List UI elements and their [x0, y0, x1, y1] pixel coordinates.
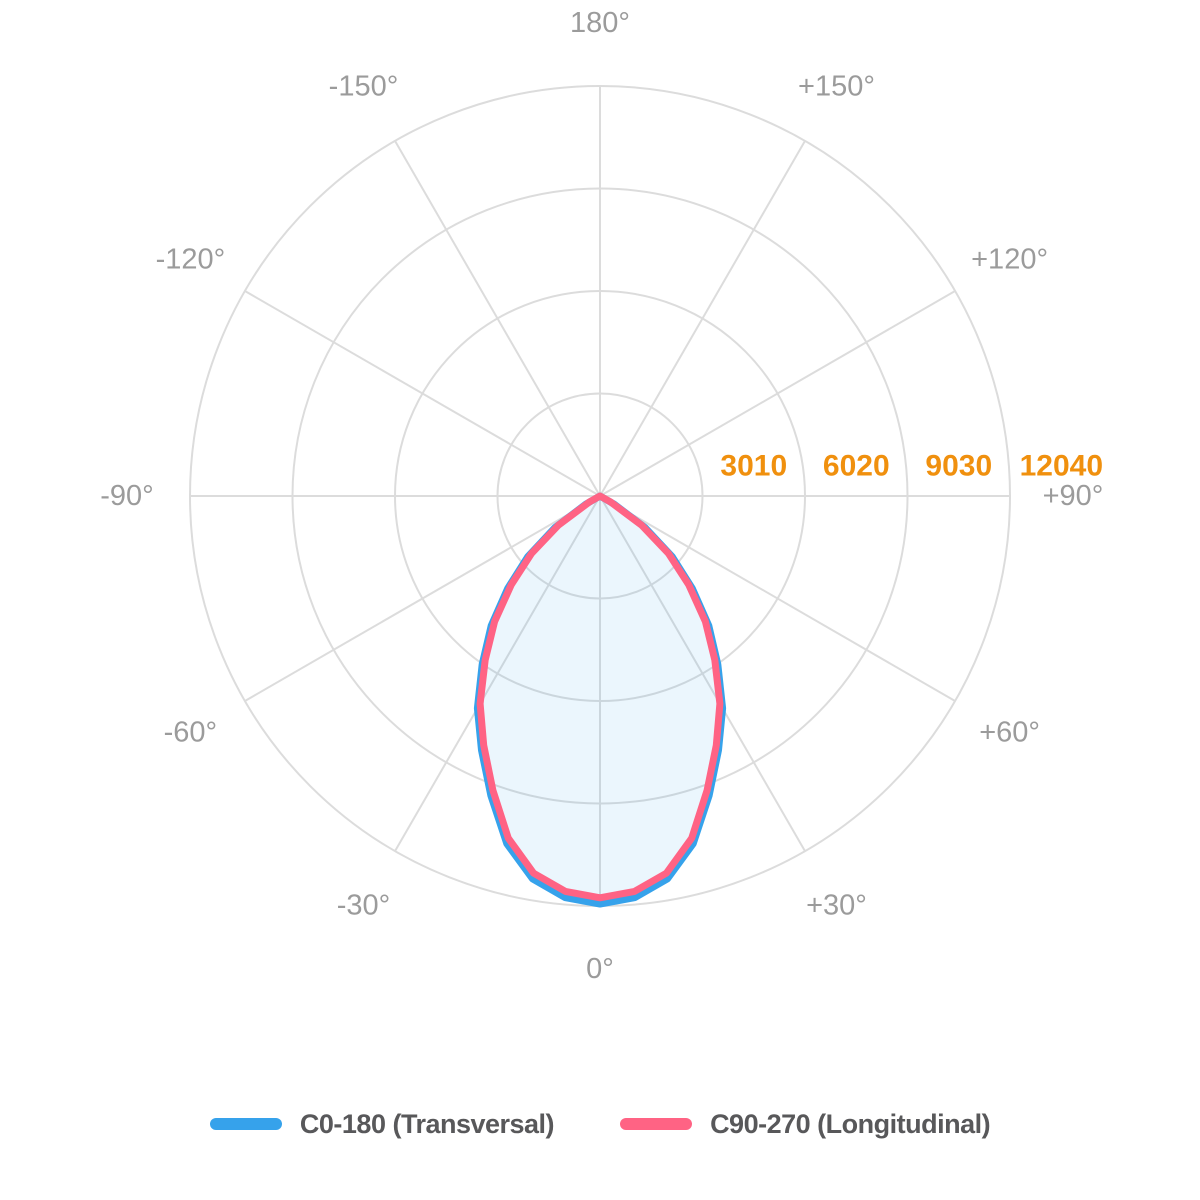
spoke-gridline: [599, 140, 806, 497]
angle-tick-label: +60°: [979, 717, 1040, 749]
spoke-gridline: [244, 495, 601, 702]
spoke-gridline: [599, 290, 956, 497]
ring-scale-label: 9030: [925, 450, 992, 483]
angle-tick-label: +30°: [806, 890, 867, 922]
series-curve-1: [476, 492, 724, 902]
legend-label-c90-270: C90-270 (Longitudinal): [710, 1108, 991, 1139]
spoke-gridline: [394, 140, 601, 497]
ring-scale-label: 6020: [823, 450, 890, 483]
spoke-gridline: [394, 495, 601, 852]
angle-tick-label: -120°: [156, 244, 226, 276]
spoke-gridline: [599, 495, 806, 852]
angle-tick-label: +150°: [798, 70, 875, 102]
legend-item-c90-270[interactable]: C90-270 (Longitudinal): [620, 1108, 991, 1140]
chart-legend: C0-180 (Transversal) C90-270 (Longitudin…: [0, 1100, 1200, 1148]
legend-swatch-c90-270: [620, 1118, 693, 1130]
angle-tick-label: +120°: [971, 244, 1048, 276]
angle-tick-label: -30°: [337, 890, 391, 922]
ring-scale-label: 3010: [720, 450, 787, 483]
angle-tick-label: 0°: [586, 953, 614, 985]
legend-swatch-c0-180: [209, 1118, 282, 1130]
angle-tick-label: +90°: [1043, 480, 1104, 512]
spoke-gridline: [244, 290, 601, 497]
angle-tick-label: -60°: [164, 717, 218, 749]
ring-scale-label: 12040: [1020, 450, 1103, 483]
angle-tick-label: -90°: [100, 480, 154, 512]
spoke-gridline: [599, 495, 956, 702]
angle-tick-label: -150°: [329, 70, 399, 102]
legend-item-c0-180[interactable]: C0-180 (Transversal): [209, 1108, 555, 1140]
legend-label-c0-180: C0-180 (Transversal): [299, 1108, 555, 1139]
angle-tick-label: 180°: [570, 7, 630, 39]
